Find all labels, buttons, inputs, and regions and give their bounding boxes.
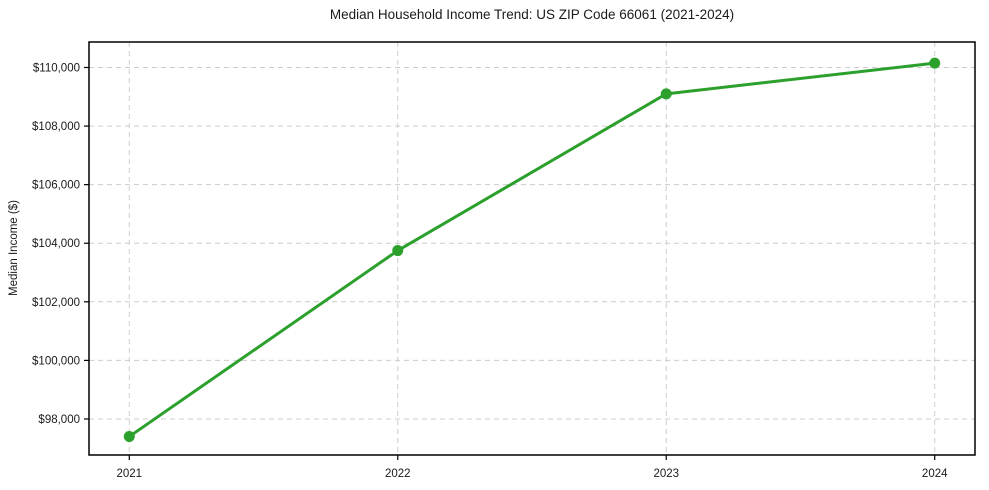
trend-line — [127, 61, 937, 439]
y-tick-label: $108,000 — [32, 121, 80, 133]
x-tick-label: 2024 — [922, 468, 948, 480]
y-tick-label: $102,000 — [32, 297, 80, 309]
y-tick-label: $98,000 — [38, 414, 80, 426]
x-tick-label: 2022 — [385, 468, 411, 480]
x-tick-label: 2021 — [116, 468, 142, 480]
data-point — [929, 57, 941, 69]
plot-border — [88, 41, 976, 456]
data-point — [392, 245, 404, 257]
y-tick-label: $104,000 — [32, 238, 80, 250]
y-tick-label: $106,000 — [32, 180, 80, 192]
y-tick-label: $100,000 — [32, 355, 80, 367]
data-point — [660, 88, 672, 100]
y-tick-label: $110,000 — [33, 62, 80, 74]
data-point — [123, 431, 135, 443]
chart-title: Median Household Income Trend: US ZIP Co… — [329, 7, 735, 22]
x-tick-label: 2023 — [653, 468, 679, 480]
